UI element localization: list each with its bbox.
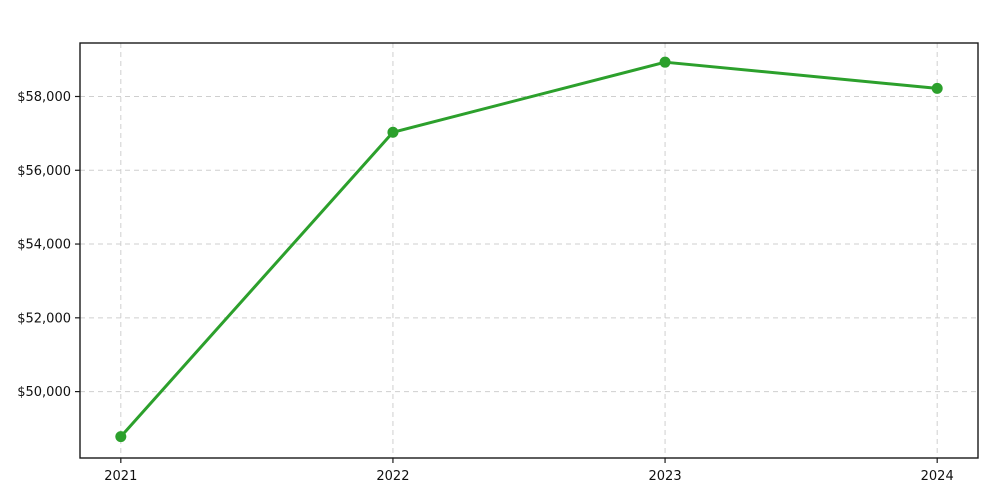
- x-tick-label: 2022: [376, 469, 409, 484]
- data-point-marker: [387, 126, 399, 138]
- x-tick-label: 2023: [649, 469, 682, 484]
- y-tick-label: $52,000: [17, 311, 71, 326]
- y-tick-label: $50,000: [17, 385, 71, 400]
- plot-border: [79, 42, 979, 459]
- data-point-marker: [659, 56, 671, 68]
- y-tick-label: $58,000: [17, 90, 71, 105]
- y-tick-label: $56,000: [17, 164, 71, 179]
- data-point-marker: [931, 82, 943, 94]
- plot-background: [80, 43, 978, 458]
- data-line: [119, 60, 939, 439]
- x-tick-label: 2021: [104, 469, 137, 484]
- y-tick-label: $54,000: [17, 238, 71, 253]
- data-point-marker: [115, 431, 127, 443]
- x-tick-label: 2024: [921, 469, 954, 484]
